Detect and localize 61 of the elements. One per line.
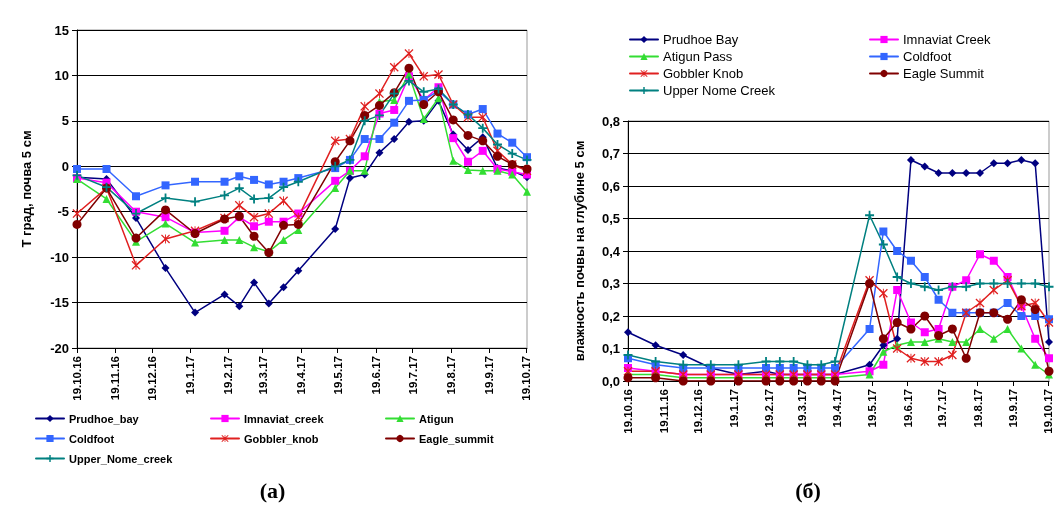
legend-label: Coldfoot (903, 49, 952, 64)
x-tick-label: 19.1.17 (184, 356, 197, 395)
x-tick-label: 19.5.17 (865, 389, 878, 428)
y-tick-label: 0,6 (601, 178, 620, 194)
y-tick-label: 0,5 (601, 211, 620, 226)
legend-label: Atigun Pass (663, 49, 733, 64)
legend-label: Gobbler_knob (244, 432, 319, 445)
y-tick-label: 0 (61, 158, 69, 174)
x-tick-label: 19.10.16 (622, 389, 634, 434)
y-tick-label: 5 (61, 113, 69, 129)
y-tick-label: 0,0 (601, 373, 620, 389)
y-tick-label: 0,4 (601, 243, 621, 259)
y-tick-label: -15 (50, 295, 69, 311)
x-tick-label: 19.6.17 (369, 356, 382, 395)
text: (a) (259, 477, 286, 503)
y-tick-label: 0,8 (601, 113, 620, 129)
x-tick-label: 19.12.16 (692, 389, 705, 434)
x-tick-label: 19.2.17 (763, 389, 776, 428)
y-tick-label: 0,2 (601, 308, 620, 324)
y-tick-label: -5 (57, 204, 69, 220)
y-tick-label: 15 (54, 22, 69, 38)
x-tick-label: 19.10.16 (71, 356, 83, 401)
y-axis-title: влажность почвы на глубине 5 см (572, 140, 587, 362)
legend-label: Prudhoe Bay (663, 32, 739, 47)
legend-label: Eagle Summit (903, 66, 985, 81)
y-tick-label: 0,7 (601, 146, 620, 161)
y-tick-label: -20 (50, 340, 69, 356)
legend-label: Upper_Nome_creek (69, 452, 174, 465)
text: (б) (795, 477, 821, 503)
x-tick-label: 19.10.17 (519, 356, 532, 401)
legend-label: Imnaviat_creek (244, 412, 325, 425)
x-tick-label: 19.4.17 (294, 356, 307, 395)
x-tick-label: 19.7.17 (406, 356, 419, 395)
legend-label: Coldfoot (69, 432, 115, 445)
y-tick-label: 0,1 (601, 341, 620, 356)
x-tick-label: 19.3.17 (256, 356, 269, 395)
x-tick-label: 19.9.17 (482, 356, 495, 395)
x-tick-label: 19.11.16 (109, 356, 122, 401)
x-tick-label: 19.5.17 (331, 356, 344, 395)
y-tick-label: 0,3 (601, 276, 620, 291)
y-tick-label: -10 (50, 249, 69, 265)
x-tick-label: 19.3.17 (795, 389, 808, 428)
y-axis-title: T град, почва 5 см (19, 130, 34, 248)
x-tick-label: 19.8.17 (444, 356, 457, 395)
x-tick-label: 19.6.17 (901, 389, 914, 428)
legend-label: Atigun (419, 412, 455, 425)
x-tick-label: 19.1.17 (727, 389, 740, 428)
x-tick-label: 19.12.16 (146, 356, 158, 401)
legend-label: Upper Nome Creek (663, 83, 776, 98)
x-tick-label: 19.8.17 (971, 389, 984, 428)
y-tick-label: 10 (54, 67, 69, 83)
legend-label: Prudhoe_bay (69, 412, 140, 425)
x-tick-label: 19.10.17 (1041, 389, 1054, 434)
x-tick-label: 19.11.16 (657, 389, 670, 434)
legend-label: Eagle_summit (419, 432, 494, 445)
x-tick-label: 19.2.17 (222, 356, 235, 395)
x-tick-label: 19.9.17 (1007, 389, 1020, 428)
legend-label: Gobbler Knob (663, 66, 744, 81)
legend-label: Imnaviat Creek (903, 32, 991, 47)
x-tick-label: 19.4.17 (831, 389, 844, 428)
x-tick-label: 19.7.17 (936, 389, 949, 428)
